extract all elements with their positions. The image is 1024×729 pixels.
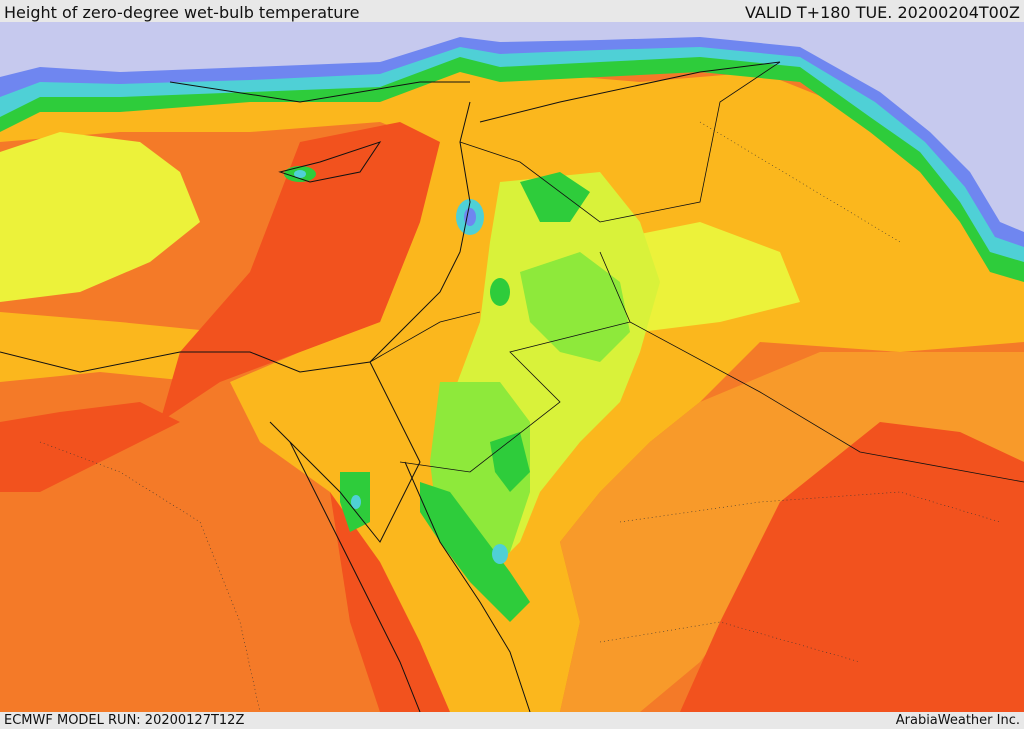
footer-bar: ECMWF MODEL RUN: 20200127T12Z ArabiaWeat…	[0, 712, 1024, 729]
field-cyan-sinai	[351, 495, 361, 509]
coastlines	[0, 61, 781, 712]
field-green-2	[420, 482, 530, 622]
field-yellow-west	[0, 132, 200, 302]
valid-time: VALID T+180 TUE. 20200204T00Z	[744, 3, 1020, 22]
field-cyan-hejaz	[492, 544, 508, 564]
field-cyan-cyprus	[294, 170, 306, 178]
field-blue-north	[0, 22, 1024, 247]
map-canvas	[0, 22, 1024, 712]
field-red-orange-2	[330, 492, 450, 712]
field-red-orange-1	[160, 122, 440, 422]
field-lavender-north	[0, 22, 1024, 232]
province-borders	[39, 121, 1001, 712]
field-red-orange-4	[0, 402, 180, 492]
model-run-label: ECMWF MODEL RUN: 20200127T12Z	[4, 713, 245, 728]
field-blue-lebanon	[464, 208, 476, 226]
field-green-golan	[490, 278, 510, 306]
header-bar: Height of zero-degree wet-bulb temperatu…	[0, 0, 1024, 22]
weather-map[interactable]	[0, 22, 1024, 712]
field-green-1	[490, 432, 530, 492]
field-red-orange-3	[680, 422, 1024, 712]
credit-label: ArabiaWeather Inc.	[895, 713, 1020, 728]
field-light-green-1	[520, 252, 630, 362]
field-green-3	[520, 172, 590, 222]
map-title: Height of zero-degree wet-bulb temperatu…	[4, 3, 360, 22]
country-borders	[369, 61, 1024, 483]
field-cyan-north	[0, 22, 1024, 262]
